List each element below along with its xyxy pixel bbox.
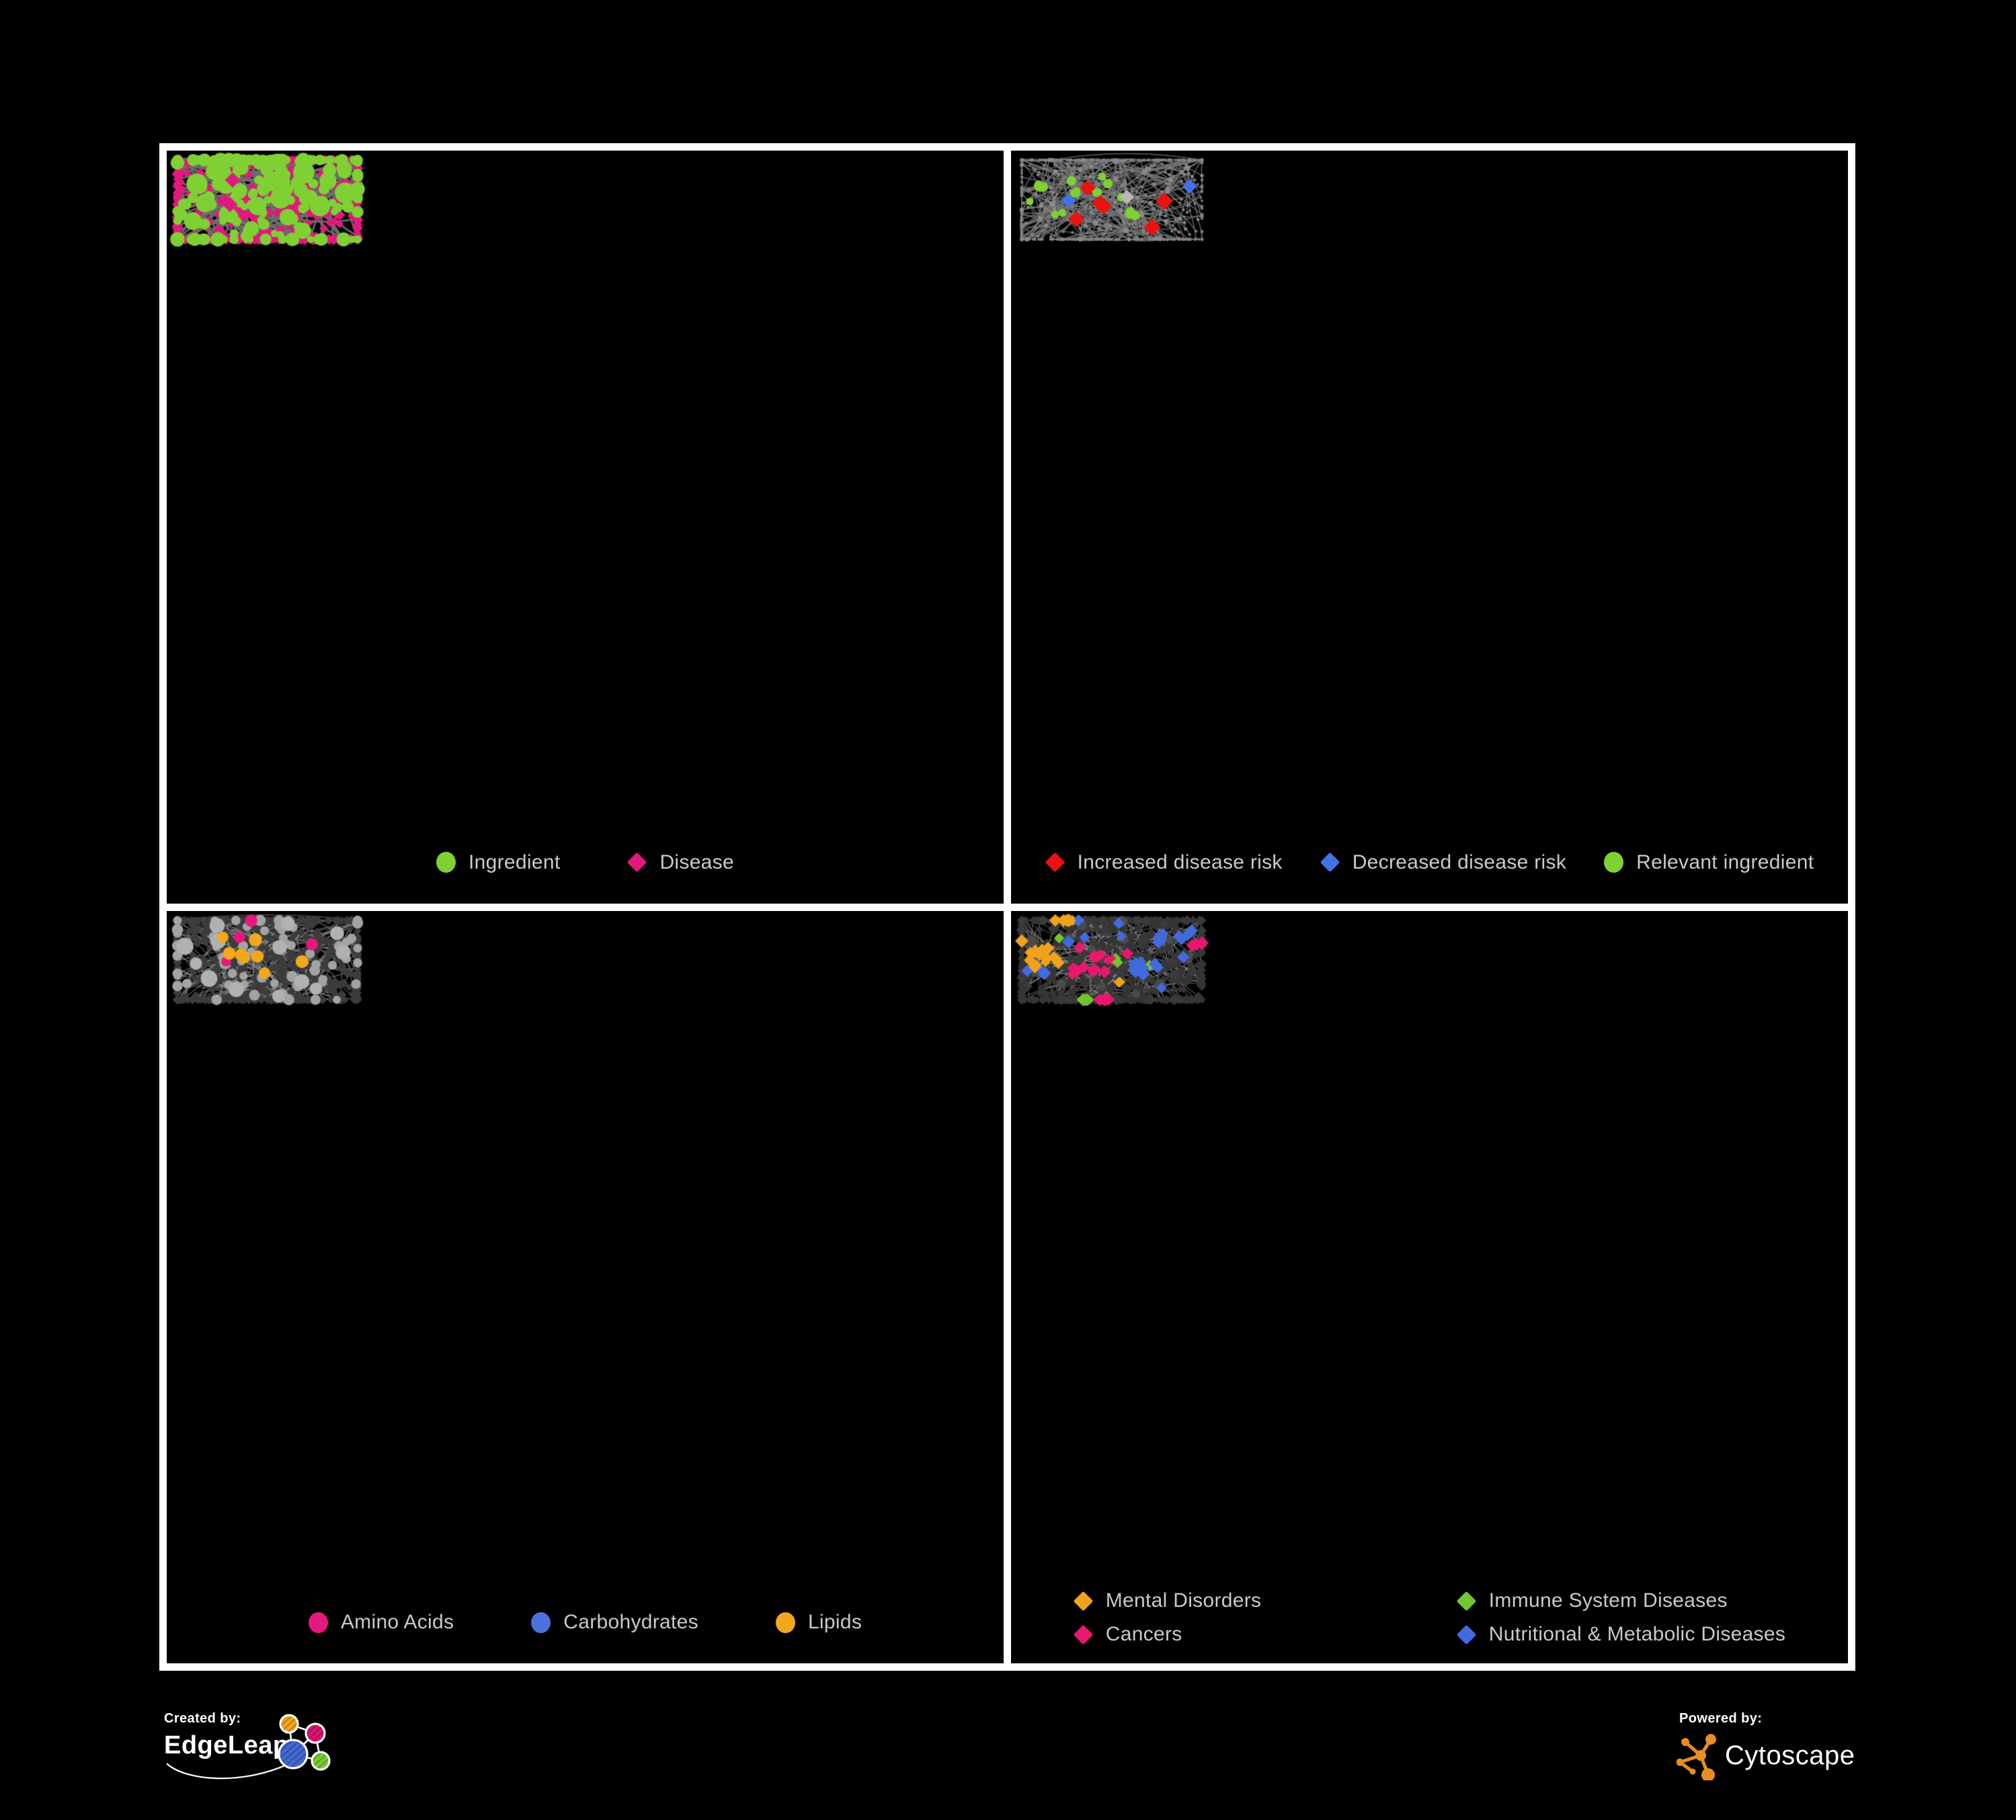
carbohydrates-circle-icon	[531, 1612, 551, 1633]
legend-label: Nutritional & Metabolic Diseases	[1488, 1623, 1786, 1645]
legend-nutrient-classes: Amino Acids Carbohydrates Lipids	[167, 1611, 1004, 1634]
legend-item: Increased disease risk	[1045, 851, 1283, 874]
legend-item: Nutritional & Metabolic Diseases	[1456, 1623, 1786, 1646]
legend-item: Mental Disorders	[1073, 1589, 1410, 1612]
legend-label: Decreased disease risk	[1352, 850, 1567, 873]
legend-item: Lipids	[775, 1611, 862, 1634]
legend-label: Mental Disorders	[1105, 1589, 1262, 1612]
legend-item: Ingredient	[436, 851, 560, 874]
legend-item: Disease	[627, 850, 734, 874]
legend-label: Disease	[659, 850, 734, 873]
mental-disorders-diamond-icon	[1073, 1591, 1094, 1611]
immune-system-diamond-icon	[1456, 1591, 1477, 1611]
ingredient-circle-icon	[436, 852, 456, 873]
legend-label: Increased disease risk	[1077, 850, 1283, 873]
legend-item: Relevant ingredient	[1604, 851, 1814, 874]
panel-ingredient-disease: Ingredient Disease	[167, 151, 1004, 904]
network-disease-risk	[1011, 151, 1213, 251]
legend-ingredient-disease: Ingredient Disease	[167, 851, 1004, 874]
legend-label: Ingredient	[469, 850, 561, 873]
created-by-label: Created by:	[164, 1711, 241, 1726]
created-by-block: Created by: EdgeLeap	[164, 1711, 331, 1780]
lipids-circle-icon	[775, 1612, 795, 1633]
edgeleap-wordmark: EdgeLeap	[164, 1731, 289, 1759]
relevant-ingredient-circle-icon	[1604, 852, 1624, 873]
powered-by-label: Powered by:	[1679, 1711, 1763, 1726]
panel-disease-categories: Mental Disorders Immune System Diseases …	[1011, 910, 1848, 1663]
network-nutrient-classes	[167, 910, 368, 1012]
network-ingredient-disease	[167, 151, 368, 251]
cytoscape-logo-icon	[1677, 1734, 1716, 1780]
legend-item: Immune System Diseases	[1456, 1589, 1785, 1612]
legend-item: Amino Acids	[308, 1611, 454, 1634]
legend-item: Decreased disease risk	[1320, 851, 1566, 874]
amino-acids-circle-icon	[308, 1612, 328, 1633]
cancers-diamond-icon	[1073, 1624, 1094, 1645]
legend-label: Amino Acids	[340, 1611, 454, 1633]
panel-nutrient-classes: Amino Acids Carbohydrates Lipids	[167, 910, 1004, 1663]
legend-disease-risk: Increased disease risk Decreased disease…	[1011, 851, 1848, 874]
disease-diamond-icon	[627, 852, 647, 873]
cytoscape-wordmark: Cytoscape	[1725, 1740, 1855, 1770]
powered-by-block: Powered by: Cytoscape	[1677, 1711, 1855, 1780]
decreased-risk-diamond-icon	[1320, 852, 1340, 873]
legend-disease-categories: Mental Disorders Immune System Diseases …	[1011, 1589, 1848, 1646]
edgeleap-logo-icon	[166, 1714, 331, 1780]
legend-label: Relevant ingredient	[1636, 850, 1814, 873]
panel-disease-risk: Increased disease risk Decreased disease…	[1011, 151, 1848, 904]
legend-item: Carbohydrates	[531, 1611, 698, 1634]
panels-grid: Ingredient Disease Increased disease ris…	[159, 143, 1855, 1671]
nutritional-metabolic-diamond-icon	[1456, 1624, 1477, 1645]
legend-label: Cancers	[1105, 1623, 1182, 1645]
increased-risk-diamond-icon	[1045, 852, 1065, 873]
network-disease-categories	[1011, 910, 1213, 1012]
legend-label: Lipids	[807, 1611, 862, 1633]
legend-label: Immune System Diseases	[1488, 1589, 1728, 1612]
legend-label: Carbohydrates	[563, 1611, 698, 1633]
legend-item: Cancers	[1073, 1623, 1410, 1646]
